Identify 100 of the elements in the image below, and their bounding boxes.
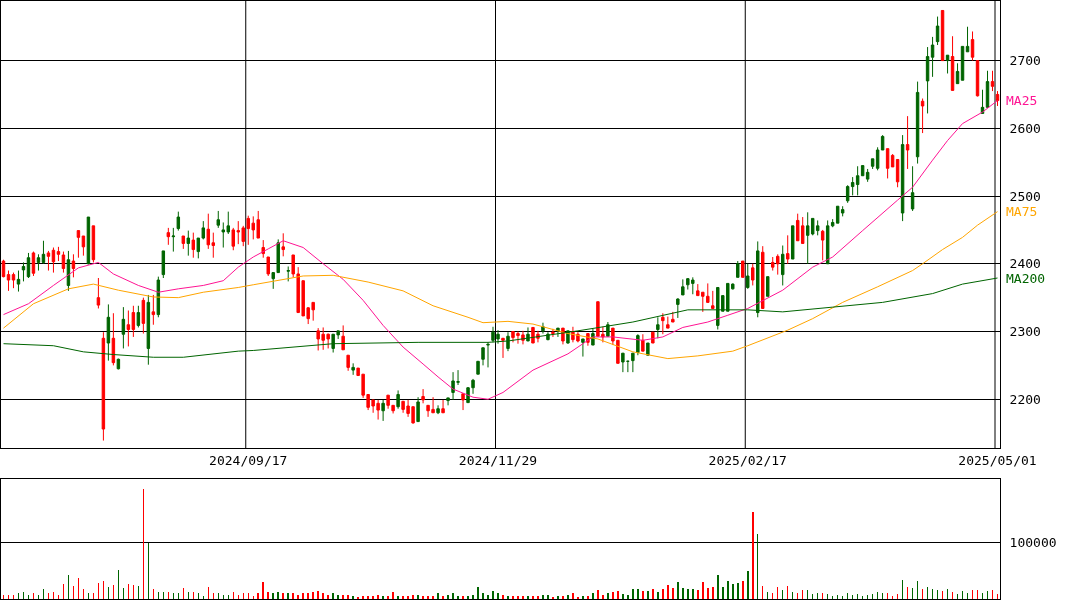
candlestick	[661, 312, 665, 335]
series-label: MA75	[1006, 204, 1038, 219]
candlestick	[785, 234, 790, 265]
candlestick	[501, 337, 505, 359]
candlestick	[800, 216, 805, 244]
candlestick	[111, 312, 116, 366]
candlestick	[671, 311, 675, 323]
candlestick	[96, 277, 101, 309]
candlestick	[526, 326, 530, 342]
candlestick	[341, 324, 345, 351]
candlestick	[71, 253, 76, 278]
series-label: MA25	[1006, 93, 1038, 108]
candlestick	[191, 232, 196, 259]
candlestick	[766, 276, 770, 297]
candlestick	[61, 251, 66, 274]
candlestick	[396, 389, 400, 410]
candlestick	[631, 352, 635, 373]
candlestick	[790, 225, 795, 260]
candlestick	[286, 265, 290, 282]
y-tick-label: 2700	[1009, 53, 1041, 69]
candlestick	[621, 352, 625, 373]
candlestick	[646, 342, 650, 356]
y-tick-label: 2300	[1009, 324, 1041, 340]
candlestick	[141, 297, 146, 335]
candlestick	[506, 331, 510, 352]
candlestick	[741, 260, 745, 278]
candlestick	[930, 36, 935, 78]
candlestick	[186, 230, 191, 257]
candlestick	[641, 333, 645, 352]
candlestick	[436, 404, 440, 415]
candlestick	[36, 253, 41, 272]
candlestick	[736, 260, 740, 278]
y-tick-label: 2600	[1009, 120, 1041, 136]
candlestick	[421, 388, 425, 404]
candlestick	[126, 310, 131, 347]
candlestick	[676, 297, 680, 319]
y-tick-label: 2400	[1009, 256, 1041, 272]
candlestick	[751, 263, 755, 286]
candlestick	[416, 396, 420, 423]
y-tick-label: 2500	[1009, 188, 1041, 204]
candlestick	[945, 54, 950, 74]
candlestick	[6, 270, 11, 292]
x-tick-label: 2024/09/17	[209, 452, 288, 468]
candlestick	[780, 245, 785, 286]
candlestick	[711, 290, 715, 309]
candlestick	[681, 278, 685, 296]
candlestick	[910, 165, 915, 212]
candlestick	[76, 230, 81, 259]
candlestick	[441, 399, 445, 414]
candlestick	[481, 347, 485, 366]
candlestick	[461, 393, 465, 411]
candlestick	[121, 306, 126, 349]
candlestick	[216, 210, 221, 229]
candlestick	[990, 70, 995, 92]
candlestick	[161, 250, 166, 279]
candlestick	[970, 30, 975, 62]
line-series	[3, 100, 998, 400]
candlestick	[820, 229, 825, 261]
candlestick	[626, 360, 630, 373]
candlestick	[266, 256, 270, 277]
candlestick	[176, 211, 181, 232]
candlestick	[666, 316, 670, 329]
candlestick	[281, 232, 285, 257]
candlestick	[351, 362, 355, 376]
candlestick	[476, 360, 480, 375]
candlestick	[16, 270, 21, 293]
candlestick	[566, 330, 570, 345]
candlestick	[920, 98, 925, 134]
candlestick	[746, 263, 750, 290]
y-tick-label: 100000	[1009, 535, 1057, 551]
candlestick	[346, 354, 350, 372]
y-tick-label: 2200	[1009, 391, 1041, 407]
candlestick	[381, 399, 385, 422]
x-tick-label: 2024/11/29	[458, 452, 538, 468]
candlestick	[151, 294, 156, 326]
series-label: MA200	[1006, 271, 1046, 286]
candlestick	[11, 272, 16, 289]
candlestick	[905, 115, 910, 170]
candlestick	[606, 321, 610, 337]
candlestick	[166, 227, 171, 246]
x-tick-label: 2025/05/01	[958, 452, 1037, 468]
candlestick	[26, 252, 31, 279]
candlestick	[815, 219, 820, 236]
candlestick	[761, 245, 765, 309]
candlestick	[551, 328, 555, 338]
x-tick-label: 2025/02/17	[708, 452, 787, 468]
candlestick	[935, 16, 940, 46]
candlestick	[446, 397, 450, 406]
candlestick	[995, 90, 1000, 107]
candlestick	[651, 331, 655, 344]
candlestick	[950, 35, 955, 91]
candlestick	[51, 247, 56, 274]
candlestick	[925, 46, 930, 114]
candlestick	[156, 276, 161, 318]
candlestick	[21, 261, 26, 282]
candlestick	[46, 250, 51, 272]
candlestick	[81, 235, 86, 257]
candlestick	[915, 81, 920, 165]
candlestick	[985, 70, 990, 108]
candlestick	[865, 168, 870, 183]
